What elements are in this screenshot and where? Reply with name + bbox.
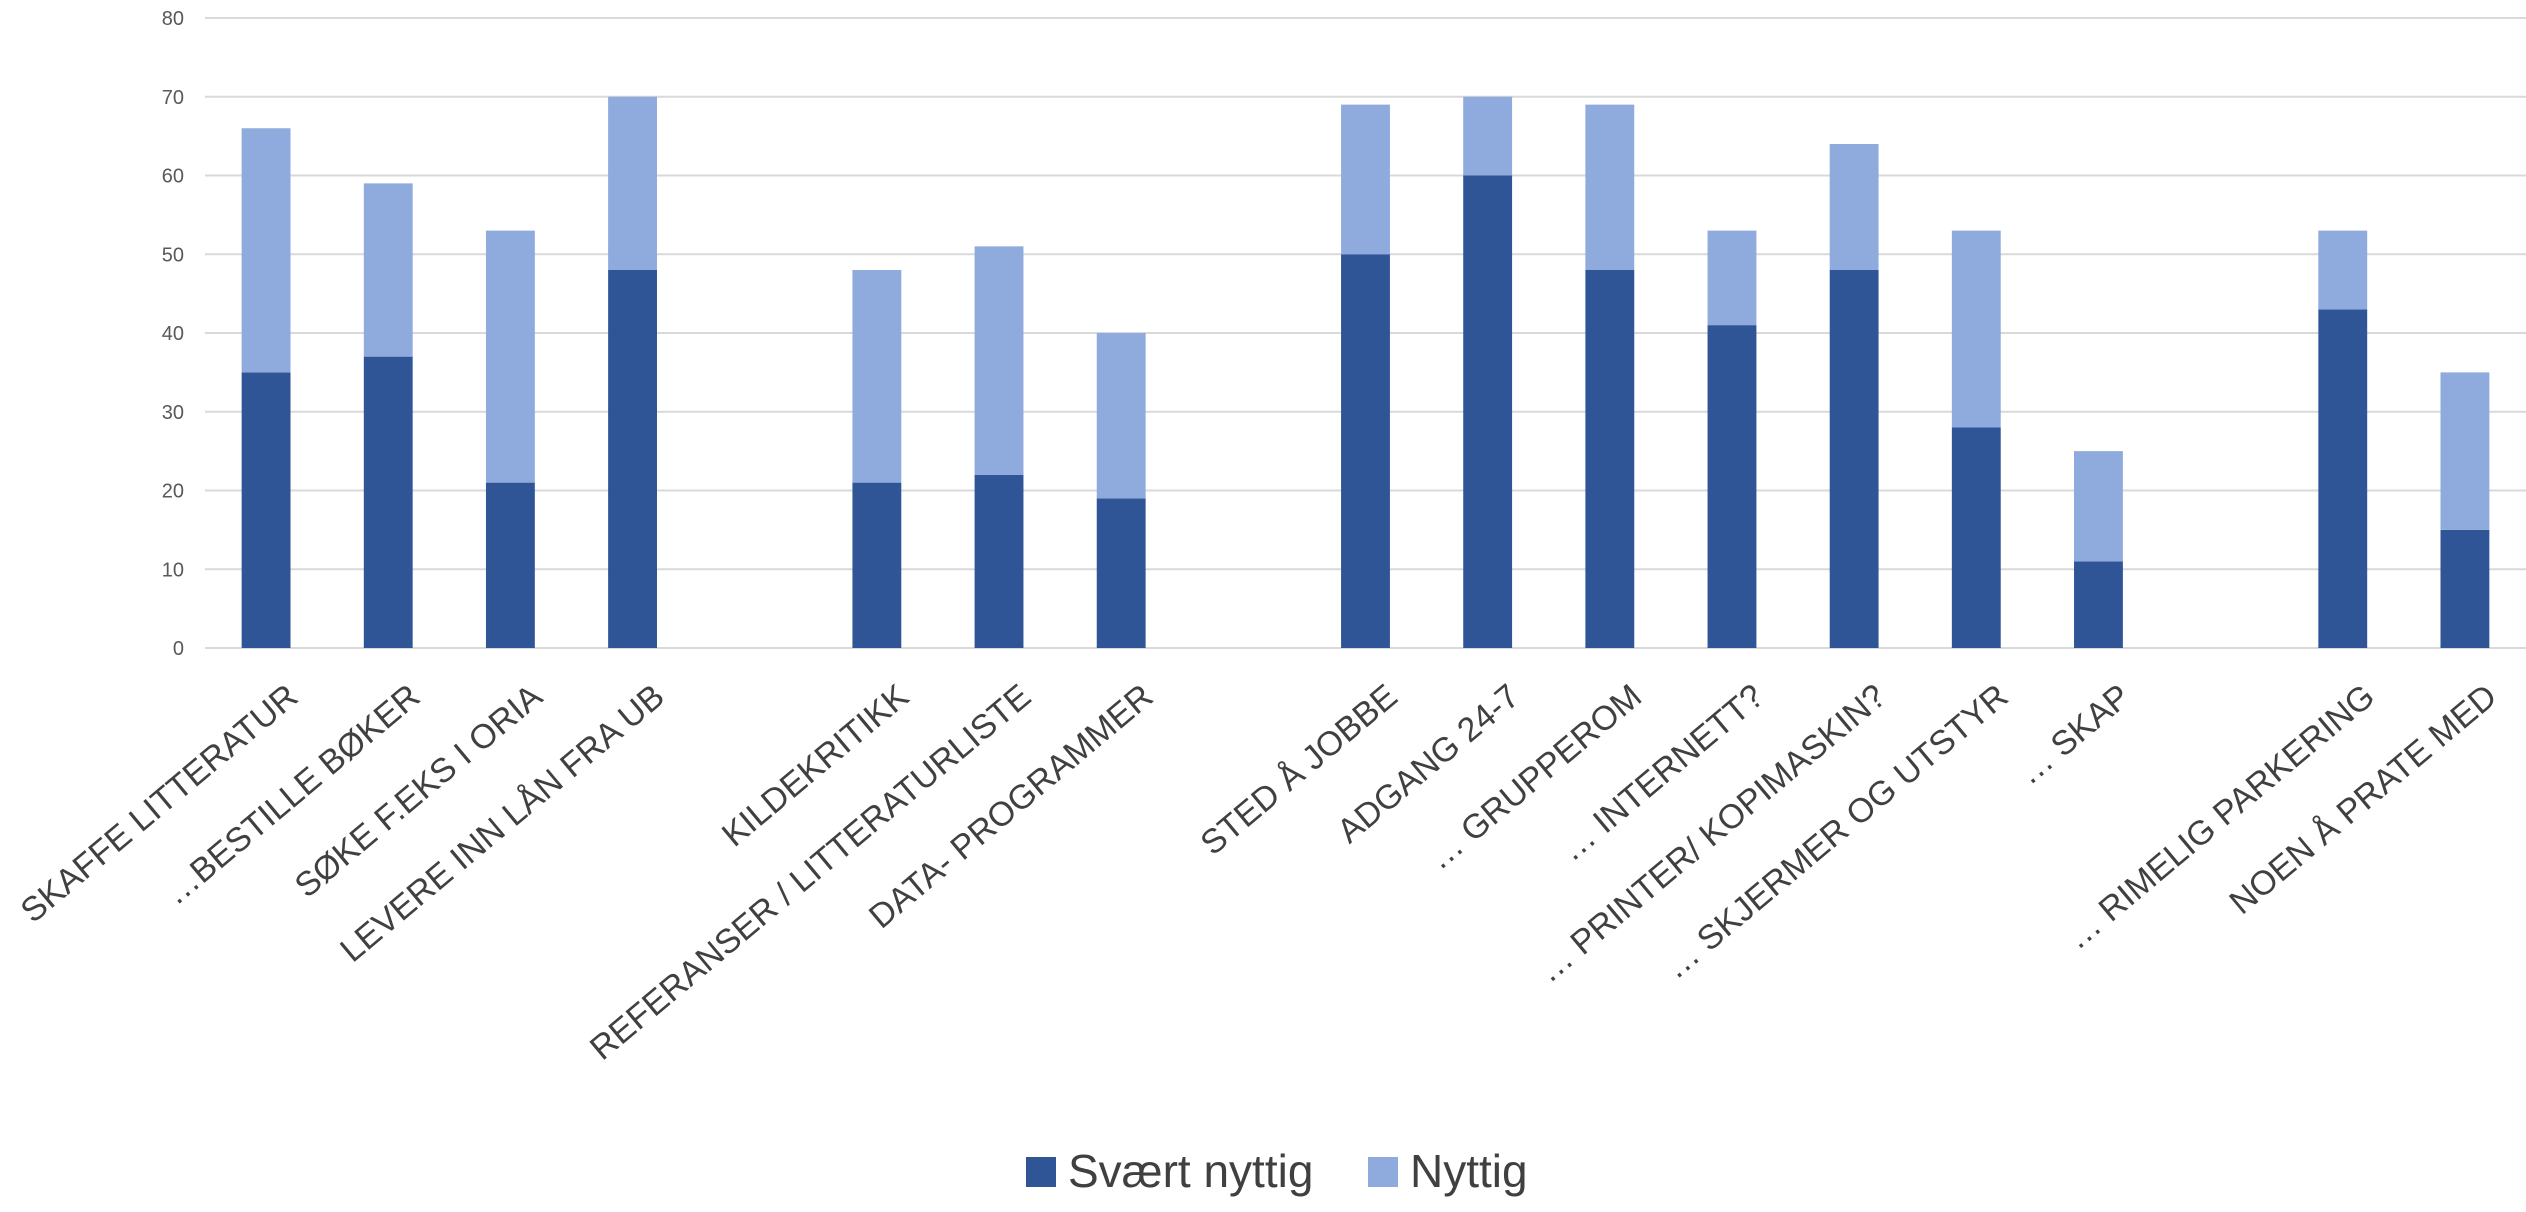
bar-svaert-nyttig <box>1463 175 1513 648</box>
y-tick-label: 80 <box>162 8 184 30</box>
bar-svaert-nyttig <box>608 270 657 648</box>
legend-swatch <box>1368 1157 1398 1187</box>
bar-svaert-nyttig <box>485 482 535 648</box>
bar-nyttig <box>852 270 902 483</box>
bar-nyttig <box>363 183 413 357</box>
bar-nyttig <box>1096 333 1146 499</box>
bar-svaert-nyttig <box>1341 254 1390 648</box>
bar-svaert-nyttig <box>1951 427 2001 648</box>
bar-svaert-nyttig <box>1096 498 1146 648</box>
y-tick-label: 40 <box>162 323 184 345</box>
bar-svaert-nyttig <box>852 482 902 648</box>
bar-svaert-nyttig <box>1585 270 1635 648</box>
legend-swatch <box>1026 1157 1056 1187</box>
bar-svaert-nyttig <box>2074 561 2123 648</box>
bars <box>241 96 2490 648</box>
y-tick-label: 20 <box>162 481 184 503</box>
y-axis: 0 10 20 30 40 50 60 70 80 <box>162 8 184 660</box>
bar-nyttig <box>974 246 1024 475</box>
bar-svaert-nyttig <box>2318 309 2368 648</box>
bar-nyttig <box>241 128 291 373</box>
y-tick-label: 50 <box>162 244 184 266</box>
bar-nyttig <box>2440 372 2490 530</box>
y-tick-label: 60 <box>162 166 184 188</box>
bar-svaert-nyttig <box>241 372 291 648</box>
bar-svaert-nyttig <box>2440 529 2490 648</box>
bar-nyttig <box>1951 230 2001 428</box>
y-tick-label: 0 <box>173 638 184 660</box>
bar-nyttig <box>1463 96 1513 176</box>
category-label: … INTERNETT? <box>1553 677 1771 869</box>
bar-svaert-nyttig <box>974 474 1024 648</box>
legend: Svært nyttig Nyttig <box>1026 1145 1528 1197</box>
bar-nyttig <box>1707 230 1757 326</box>
bar-nyttig <box>608 96 657 270</box>
bar-nyttig <box>2318 230 2368 310</box>
y-tick-label: 10 <box>162 559 184 581</box>
legend-label: Nyttig <box>1410 1145 1528 1197</box>
legend-label: Svært nyttig <box>1068 1145 1313 1197</box>
y-tick-label: 30 <box>162 402 184 424</box>
bar-svaert-nyttig <box>363 356 413 648</box>
bar-svaert-nyttig <box>1829 270 1879 648</box>
bar-nyttig <box>1341 104 1390 255</box>
category-label: … SKAP <box>2010 677 2137 792</box>
category-label: REFERANSER / LITTERATURLISTE <box>583 677 1038 1068</box>
bar-nyttig <box>2074 451 2123 562</box>
bar-svaert-nyttig <box>1707 325 1757 648</box>
y-tick-label: 70 <box>162 87 184 109</box>
bar-nyttig <box>1585 104 1635 270</box>
bar-nyttig <box>485 230 535 483</box>
bar-nyttig <box>1829 144 1879 270</box>
category-label: … GRUPPEROM <box>1420 677 1648 877</box>
